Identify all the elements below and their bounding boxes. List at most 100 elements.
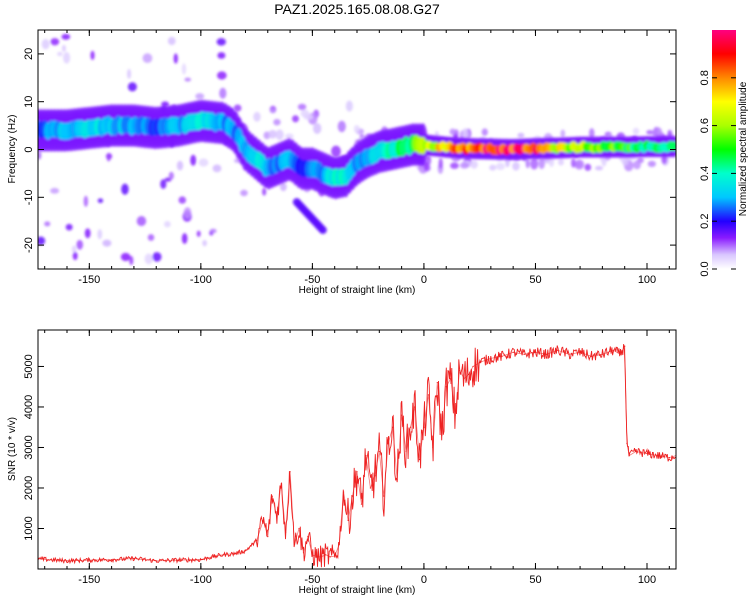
spectrogram-scatter-blob	[438, 157, 443, 169]
spectrogram-x-tick-label: 100	[638, 274, 656, 286]
snr-data-point	[267, 535, 269, 538]
spectrogram-x-tick-label: -100	[190, 274, 212, 286]
spectrogram-scatter-blob	[106, 152, 111, 162]
spectrogram-scatter-blob	[129, 255, 134, 266]
spectrogram-scatter-blob	[83, 195, 89, 207]
snr-noise-line	[38, 344, 676, 568]
spectrogram-scatter-blob	[120, 252, 131, 262]
spectrogram-scatter-blob	[273, 118, 281, 126]
spectrogram-scatter-blob	[481, 128, 488, 136]
spectrogram-scatter-blob	[461, 128, 470, 141]
snr-data-point	[463, 378, 465, 380]
spectrogram-scatter-blob	[152, 252, 162, 262]
snr-data-point	[66, 560, 68, 562]
spectrogram-scatter-blob	[584, 163, 592, 171]
spectrogram-scatter-blob	[337, 120, 346, 133]
snr-y-tick-label: 1000	[23, 516, 35, 540]
snr-data-point	[472, 365, 474, 368]
spectrogram-scatter-blob	[142, 53, 153, 64]
snr-data-point	[445, 386, 447, 388]
snr-data-point	[378, 450, 380, 453]
snr-data-point	[298, 527, 300, 530]
spectrogram-scatter-blob	[61, 44, 66, 52]
spectrogram-scatter-blob	[512, 161, 520, 171]
spectrogram-scatter-blob	[178, 196, 187, 204]
colorbar-strip	[712, 30, 736, 269]
snr-data-point	[307, 535, 309, 538]
snr-data-point	[534, 351, 537, 353]
snr-data-point	[329, 556, 331, 558]
snr-x-tick-label: -100	[190, 574, 212, 586]
spectrogram-scatter-blob	[195, 93, 205, 100]
snr-data-point	[338, 544, 340, 546]
snr-x-tick-label: -150	[78, 574, 100, 586]
snr-data-point	[387, 442, 389, 445]
snr-data-point	[624, 345, 626, 347]
spectrogram-scatter-blob	[102, 239, 112, 247]
spectrogram-y-tick-label: 0	[23, 146, 35, 152]
snr-data-point	[501, 355, 503, 357]
colorbar-label: Normalized spectral amplitude	[738, 81, 749, 216]
snr-data-point	[383, 495, 385, 497]
spectrogram-scatter-blob	[530, 158, 539, 170]
spectrogram-scatter-blob	[240, 189, 248, 197]
spectrogram-scatter-blob	[233, 104, 242, 112]
spectrogram-scatter-blob	[57, 51, 63, 57]
spectrogram-scatter-blob	[144, 253, 153, 265]
spectrogram-y-tick-label: 10	[23, 96, 35, 108]
spectrogram-scatter-blob	[574, 159, 585, 170]
snr-data-point	[256, 540, 258, 542]
spectrogram-scatter-blob	[449, 128, 456, 136]
snr-data-point	[657, 454, 659, 457]
snr-data-point	[289, 471, 291, 473]
spectrogram-scatter-blob	[297, 103, 307, 111]
spectrogram-scatter-blob	[76, 239, 84, 250]
snr-data-point	[490, 357, 492, 359]
spectrogram-scatter-blob	[632, 127, 640, 135]
snr-x-tick-label: 50	[529, 574, 541, 586]
spectrogram-scatter-blob	[50, 187, 60, 194]
spectrogram-scatter-blob	[219, 87, 227, 99]
snr-data-point	[401, 414, 403, 416]
snr-data-point	[211, 556, 213, 558]
spectrogram-scatter-blob	[61, 33, 71, 40]
spectrogram-scatter-blob	[285, 133, 294, 140]
spectrogram-scatter-blob	[164, 220, 171, 228]
snr-data-point	[441, 434, 443, 436]
snr-data-point	[244, 550, 247, 552]
spectrogram-scatter-blob	[147, 234, 155, 241]
spectrogram-y-tick-label: -10	[23, 189, 35, 205]
spectrogram-scatter-blob	[594, 165, 604, 171]
snr-data-point	[414, 406, 416, 408]
spectrogram-branch-blob	[318, 226, 327, 235]
spectrogram-scatter-blob	[517, 132, 525, 138]
snr-data-point	[568, 353, 570, 355]
snr-data-point	[450, 378, 452, 380]
spectrogram-scatter-blob	[269, 108, 276, 113]
spectrogram-scatter-blob	[450, 162, 459, 169]
snr-y-tick-label: 5000	[23, 354, 35, 378]
snr-data-point	[111, 559, 113, 561]
spectrogram-scatter-blob	[196, 230, 201, 237]
spectrogram-scatter-blob	[525, 159, 530, 169]
snr-data-point	[356, 471, 358, 473]
spectrogram-scatter-blob	[209, 228, 217, 234]
spectrogram-scatter-blob	[136, 216, 147, 227]
spectrogram-scatter-blob	[63, 52, 71, 64]
snr-data-point	[343, 491, 345, 493]
snr-data-point	[360, 503, 363, 505]
snr-data-point	[512, 351, 514, 353]
colorbar-tick-label: 0.2	[699, 214, 711, 229]
snr-data-point	[133, 557, 135, 560]
snr-data-point	[316, 556, 318, 558]
snr-data-point	[467, 373, 470, 376]
spectrogram-scatter-blob	[97, 229, 103, 240]
colorbar-tick-label: 0.0	[699, 261, 711, 276]
spectrogram-scatter-blob	[127, 82, 137, 92]
spectrogram-scatter-blob	[121, 183, 129, 195]
snr-data-point	[392, 426, 394, 428]
snr-data-point	[619, 353, 621, 355]
snr-data-point	[280, 483, 282, 485]
